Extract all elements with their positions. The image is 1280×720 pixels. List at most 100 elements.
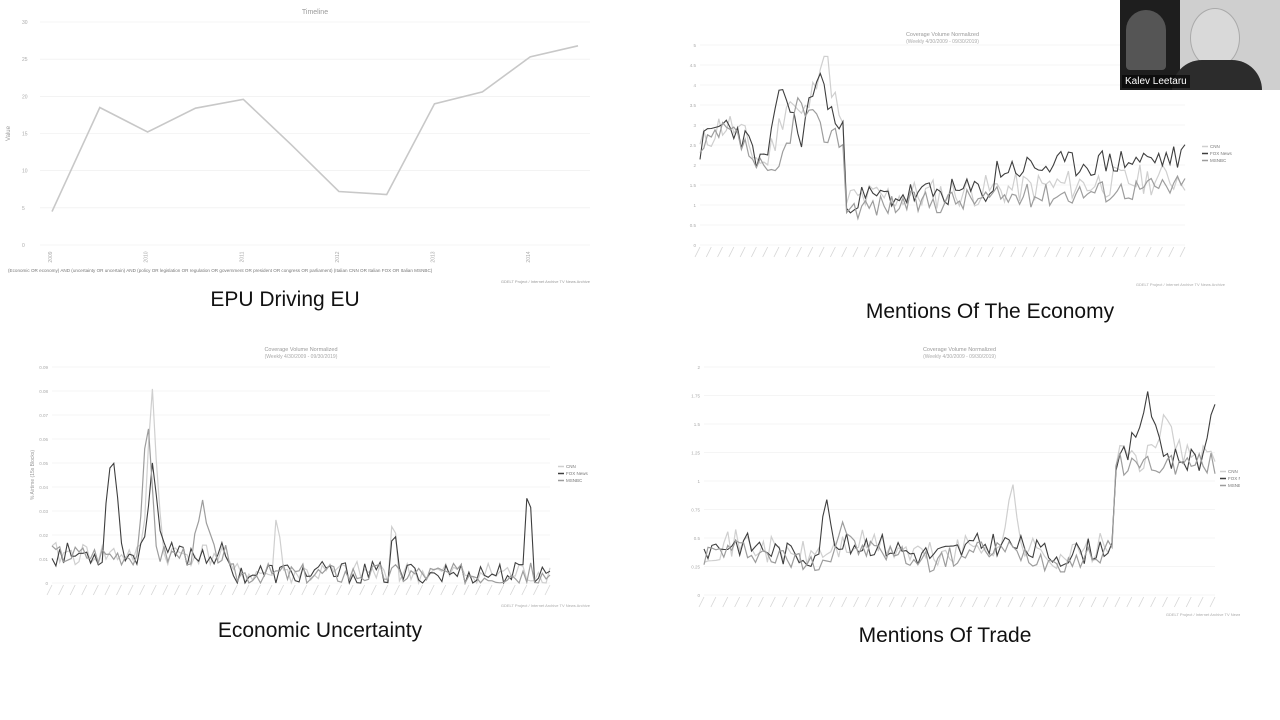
y-tick-label: 0.5 [690, 223, 697, 228]
x-tick-mark [58, 584, 64, 596]
x-tick-mark [301, 584, 308, 596]
x-tick-mark [876, 596, 883, 608]
x-tick-mark [912, 596, 919, 608]
x-tick-mark [995, 596, 1002, 608]
x-tick-mark [698, 596, 705, 608]
chart-title: Timeline [302, 9, 328, 16]
x-tick-mark [243, 584, 250, 596]
series-line-fox-news [51, 461, 551, 586]
x-tick-mark [710, 596, 717, 608]
x-tick-mark [440, 584, 447, 596]
y-tick-label: 1 [697, 479, 700, 484]
x-tick-mark [908, 246, 915, 258]
x-tick-mark [852, 246, 859, 258]
series-line-msnbc [51, 428, 551, 585]
x-tick-mark [1033, 246, 1039, 258]
chart-footer: GDELT Project / Internet Archive TV News… [1166, 612, 1240, 617]
y-tick-label: 0.02 [39, 533, 48, 538]
y-tick-label: 20 [22, 94, 28, 100]
y-tick-label: 0.75 [691, 508, 700, 513]
series-line-cnn [699, 55, 1186, 209]
x-tick-mark [150, 584, 157, 596]
x-tick-mark [983, 596, 990, 608]
x-tick-mark [405, 584, 412, 596]
x-tick-label: 2014 [526, 251, 532, 262]
x-tick-mark [829, 596, 836, 608]
webcam-plant [1126, 10, 1166, 70]
chart-footer: GDELT Project / Internet Archive TV News… [501, 279, 591, 284]
x-tick-mark [1067, 596, 1073, 608]
x-tick-mark [746, 596, 752, 608]
x-tick-mark [185, 584, 192, 596]
y-tick-label: 1 [693, 203, 696, 208]
legend-label: FOX News [1228, 476, 1240, 481]
x-tick-mark [781, 596, 788, 608]
x-tick-mark [533, 584, 539, 596]
x-tick-mark [762, 246, 769, 258]
x-tick-mark [463, 584, 470, 596]
x-tick-label: 2012 [335, 251, 341, 262]
y-tick-label: 25 [22, 57, 28, 63]
x-tick-mark [1157, 246, 1163, 258]
x-tick-mark [886, 246, 893, 258]
legend-label: MSNBC [566, 478, 583, 483]
x-tick-mark [1055, 246, 1062, 258]
x-tick-label: 2011 [239, 251, 245, 262]
x-tick-mark [1185, 596, 1192, 608]
x-tick-mark [1031, 596, 1038, 608]
chart-economic-uncertainty: Coverage Volume Normalized(Weekly 4/30/2… [30, 347, 590, 608]
x-tick-mark [92, 584, 99, 596]
legend-label: MSNBC [1210, 158, 1227, 163]
webcam-video[interactable]: Kalev Leetaru [1120, 0, 1280, 90]
x-tick-mark [739, 246, 746, 258]
x-tick-mark [897, 246, 904, 258]
x-tick-mark [1055, 596, 1061, 608]
x-tick-mark [853, 596, 859, 608]
x-tick-mark [1123, 246, 1129, 258]
y-tick-label: 0.06 [39, 437, 48, 442]
x-tick-mark [758, 596, 764, 608]
x-tick-mark [1145, 246, 1152, 258]
x-tick-mark [1021, 246, 1028, 258]
panel-mentions-trade: Coverage Volume Normalized (Weekly 4/30/2… [680, 345, 1240, 650]
x-tick-mark [1078, 596, 1085, 608]
x-tick-mark [104, 584, 111, 596]
x-tick-mark [1150, 596, 1156, 608]
x-tick-mark [1089, 246, 1096, 258]
x-tick-mark [948, 596, 954, 608]
x-tick-mark [1044, 246, 1051, 258]
x-tick-mark [888, 596, 895, 608]
x-tick-mark [1010, 246, 1017, 258]
x-tick-mark [728, 246, 735, 258]
panel-economic-uncertainty: Coverage Volume Normalized (Weekly 4/30/2… [30, 345, 590, 645]
x-tick-mark [139, 584, 146, 596]
webcam-name-label: Kalev Leetaru [1122, 75, 1190, 88]
x-tick-mark [805, 596, 812, 608]
x-tick-mark [976, 246, 983, 258]
x-tick-mark [1078, 246, 1084, 258]
legend-label: CNN [566, 464, 576, 469]
x-tick-mark [829, 246, 836, 258]
x-tick-mark [1162, 596, 1168, 608]
x-tick-mark [931, 246, 938, 258]
x-tick-mark [865, 596, 871, 608]
x-tick-label: 2009 [48, 251, 54, 262]
x-tick-mark [769, 596, 776, 608]
x-tick-mark [509, 584, 516, 596]
x-tick-mark [954, 246, 960, 258]
x-tick-mark [1126, 596, 1133, 608]
x-tick-mark [255, 584, 261, 596]
x-tick-mark [1066, 246, 1073, 258]
x-tick-mark [960, 596, 966, 608]
y-tick-label: 3.5 [690, 103, 697, 108]
chart-title: Coverage Volume Normalized [906, 32, 979, 38]
x-tick-mark [521, 584, 528, 596]
x-tick-mark [231, 584, 238, 596]
x-tick-mark [751, 246, 757, 258]
webcam-person-head [1190, 8, 1240, 68]
y-tick-label: 0 [45, 581, 48, 586]
x-tick-mark [359, 584, 366, 596]
x-tick-mark [1173, 596, 1180, 608]
y-tick-label: 0 [693, 243, 696, 248]
x-tick-mark [394, 584, 400, 596]
